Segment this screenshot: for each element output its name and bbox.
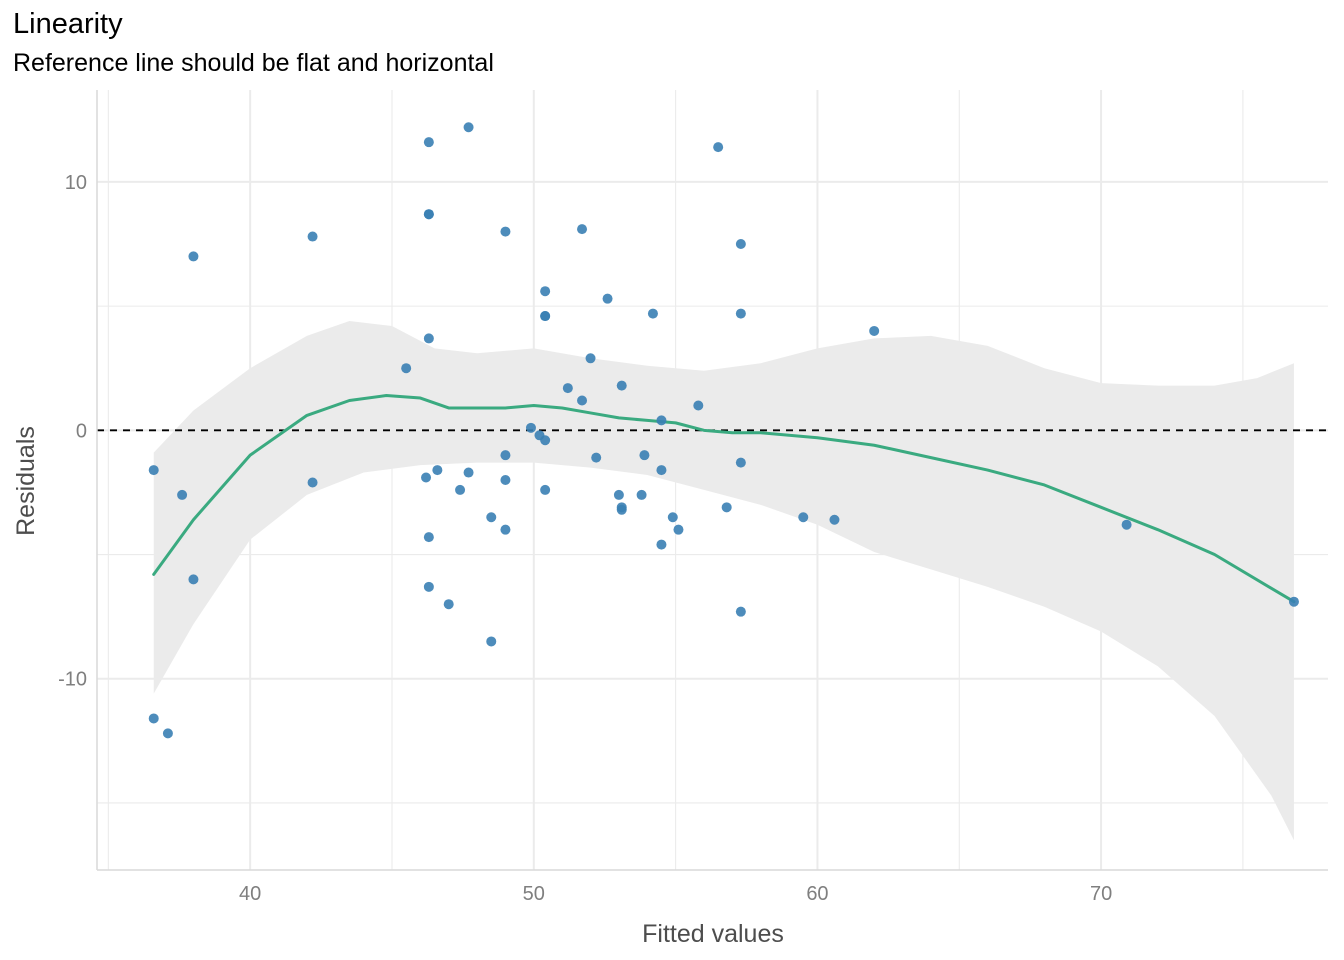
x-tick-label: 40 — [239, 883, 261, 905]
data-point — [423, 209, 434, 220]
y-tick-label: -10 — [58, 669, 87, 691]
data-point — [423, 137, 434, 148]
data-point — [162, 728, 173, 739]
axes — [96, 90, 1328, 871]
chart-subtitle: Reference line should be flat and horizo… — [13, 49, 494, 77]
data-point — [307, 231, 318, 242]
tick-labels: 40 50 60 70 -10 0 10 — [58, 172, 1112, 905]
data-point — [656, 415, 667, 426]
data-point — [577, 395, 588, 406]
data-point — [463, 467, 474, 478]
data-point — [421, 472, 432, 483]
data-point — [735, 606, 746, 617]
data-point — [500, 450, 511, 461]
data-point — [585, 353, 596, 364]
y-tick-label: 0 — [76, 420, 87, 442]
x-tick-label: 60 — [806, 883, 828, 905]
confidence-band-group — [153, 321, 1294, 841]
data-point — [423, 532, 434, 543]
data-point — [540, 286, 551, 297]
data-point — [1288, 596, 1299, 607]
data-point — [869, 325, 880, 336]
x-tick-label: 70 — [1090, 883, 1112, 905]
data-point — [177, 489, 188, 500]
data-point — [423, 333, 434, 344]
y-tick-label: 10 — [65, 172, 87, 194]
data-point — [188, 251, 199, 262]
smooth-line-group — [152, 394, 1296, 604]
data-point — [148, 713, 159, 724]
data-point — [486, 512, 497, 523]
data-point — [602, 293, 613, 304]
data-point — [188, 574, 199, 585]
data-point — [656, 539, 667, 550]
data-point — [401, 363, 412, 374]
data-point — [616, 504, 627, 515]
data-point — [540, 484, 551, 495]
data-point — [591, 452, 602, 463]
data-point — [463, 122, 474, 133]
data-point — [525, 422, 536, 433]
data-point — [735, 308, 746, 319]
data-point — [540, 435, 551, 446]
data-point — [656, 465, 667, 476]
data-point — [540, 311, 551, 322]
data-point — [432, 465, 443, 476]
data-point — [562, 383, 573, 394]
data-point — [443, 599, 454, 610]
data-points — [148, 122, 1299, 739]
data-point — [307, 477, 318, 488]
data-point — [500, 524, 511, 535]
data-point — [500, 475, 511, 485]
data-point — [577, 224, 588, 235]
data-point — [721, 502, 732, 513]
data-point — [829, 514, 840, 525]
data-point — [423, 581, 434, 592]
data-point — [616, 380, 627, 391]
data-point — [798, 512, 809, 523]
data-point — [735, 239, 746, 250]
chart-title: Linearity — [13, 8, 123, 40]
smooth-line — [152, 394, 1296, 604]
data-point — [455, 484, 466, 495]
data-point — [500, 226, 511, 237]
data-point — [613, 489, 624, 500]
data-point — [639, 450, 650, 461]
data-point — [486, 636, 497, 647]
x-tick-label: 50 — [523, 883, 545, 905]
data-point — [647, 308, 658, 319]
y-axis-title: Residuals — [12, 426, 40, 536]
confidence-band — [153, 321, 1294, 841]
data-point — [673, 524, 684, 535]
data-point — [667, 512, 678, 523]
data-point — [1121, 519, 1132, 530]
data-point — [148, 465, 159, 476]
data-point — [735, 457, 746, 468]
data-point — [636, 489, 647, 500]
x-axis-title: Fitted values — [642, 920, 784, 948]
data-point — [693, 400, 704, 411]
data-point — [713, 142, 724, 153]
